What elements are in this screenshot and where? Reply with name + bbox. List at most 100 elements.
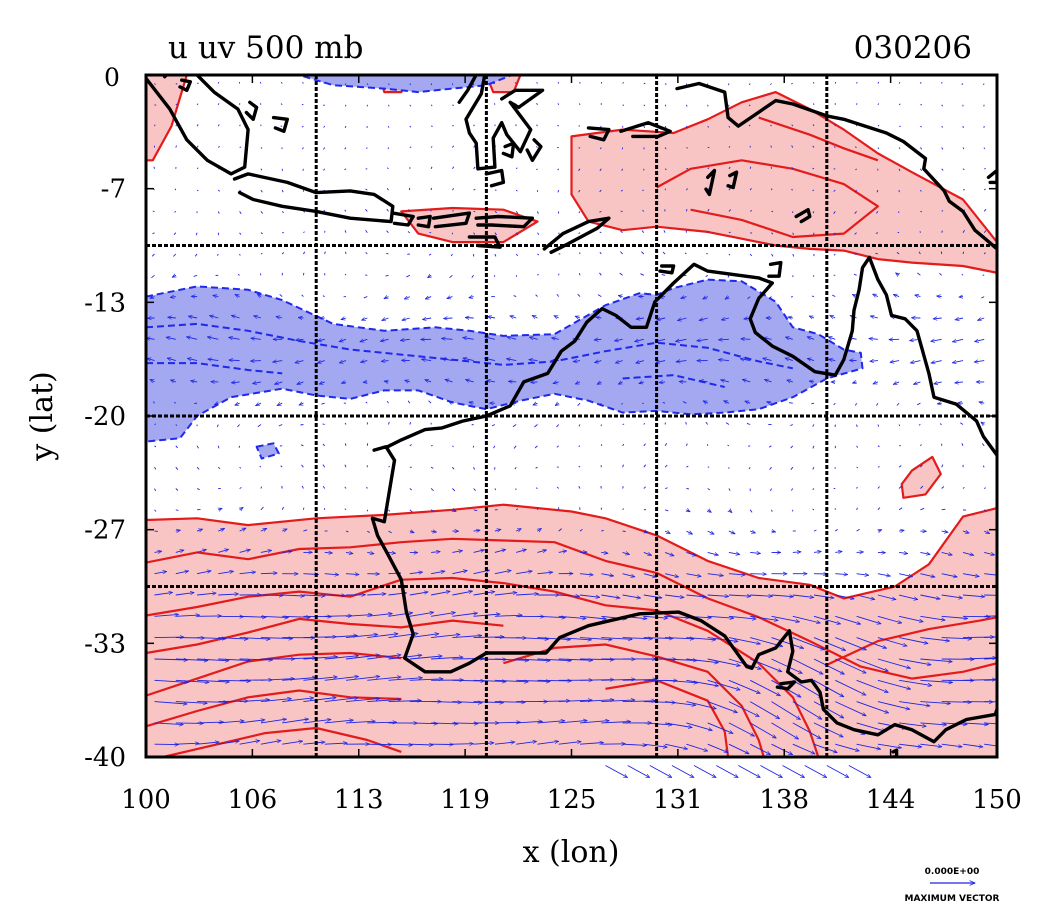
x-tick-label: 113 — [334, 785, 384, 815]
wind-vector — [409, 83, 411, 86]
wind-vector — [724, 400, 730, 404]
coastline — [391, 211, 415, 227]
wind-vector — [344, 168, 347, 171]
wind-vector — [643, 443, 646, 447]
wind-vector — [790, 488, 794, 491]
wind-vector — [703, 297, 708, 300]
wind-vector — [856, 637, 887, 649]
wind-vector — [749, 166, 752, 169]
wind-vector — [217, 103, 220, 105]
wind-vector — [152, 232, 155, 235]
positive-contour — [162, 726, 402, 757]
axis-ticks — [145, 75, 998, 758]
wind-vector — [409, 444, 412, 447]
wind-vector — [699, 318, 708, 320]
x-tick-label: 131 — [653, 785, 703, 815]
wind-vector — [869, 339, 878, 340]
wind-vector — [300, 444, 304, 447]
wind-vector — [643, 552, 652, 555]
wind-vector — [707, 551, 719, 555]
wind-vector — [231, 382, 240, 383]
wind-vector — [388, 509, 391, 512]
wind-vector — [920, 485, 924, 489]
wind-vector — [558, 551, 567, 553]
wind-vector — [280, 81, 283, 84]
wind-vector — [707, 208, 710, 212]
wind-vector — [663, 230, 666, 233]
wind-vector — [599, 231, 602, 234]
wind-vector — [791, 167, 794, 170]
wind-vector — [151, 253, 155, 257]
wind-vector — [193, 274, 198, 277]
wind-vector — [301, 294, 304, 297]
wind-vector — [770, 83, 772, 86]
wind-vector — [239, 700, 270, 703]
wind-vector — [491, 424, 496, 427]
wind-vector — [877, 445, 880, 448]
wind-vector — [197, 702, 227, 703]
wind-vector — [597, 294, 602, 297]
wind-vector — [384, 381, 389, 382]
wind-vector — [984, 722, 997, 725]
wind-vector — [601, 638, 632, 640]
wind-vector — [197, 659, 229, 661]
wind-vector — [154, 592, 173, 596]
wind-vector — [813, 722, 843, 738]
wind-vector — [259, 445, 262, 448]
wind-vector — [833, 211, 836, 214]
wind-vector — [961, 273, 964, 276]
wind-vector — [431, 657, 463, 660]
wind-vector — [196, 550, 206, 553]
wind-vector — [807, 337, 815, 340]
coastline — [704, 168, 717, 197]
wind-vector — [578, 189, 581, 193]
wind-vector — [260, 252, 263, 255]
wind-vector — [920, 573, 935, 577]
wind-vector — [910, 361, 921, 363]
wind-vector — [365, 401, 368, 404]
wind-vector — [833, 189, 836, 192]
wind-vector — [899, 615, 923, 621]
wind-vector — [407, 400, 411, 404]
wind-vector — [640, 273, 644, 276]
wind-vector — [278, 424, 283, 427]
wind-vector — [466, 380, 474, 382]
wind-vector — [191, 381, 198, 382]
wind-vector — [686, 147, 688, 149]
wind-vector — [345, 574, 359, 575]
wind-vector — [538, 528, 542, 531]
wind-vector — [485, 337, 496, 339]
wind-vector — [452, 210, 454, 212]
wind-vector — [627, 765, 650, 778]
x-tick-label: 138 — [759, 785, 809, 815]
wind-vector — [955, 318, 964, 320]
wind-vector — [473, 702, 504, 703]
wind-vector — [196, 189, 199, 192]
wind-vector — [260, 527, 267, 531]
wind-vector — [785, 337, 793, 339]
wind-vector — [686, 722, 712, 731]
wind-vector — [748, 124, 751, 127]
x-tick-label: 150 — [972, 785, 1022, 815]
wind-vector — [386, 188, 389, 191]
wind-vector — [322, 464, 326, 468]
wind-vector — [531, 382, 538, 383]
wind-vector — [430, 104, 433, 107]
wind-vector — [218, 571, 233, 575]
wind-vector — [507, 337, 517, 340]
wind-vector — [920, 679, 952, 682]
wind-vector — [386, 400, 389, 404]
wind-vector — [641, 251, 645, 255]
wind-vector — [856, 722, 886, 731]
wind-vector — [728, 209, 732, 212]
wind-vector — [728, 488, 731, 491]
wind-vector — [920, 507, 925, 511]
wind-vector — [665, 679, 698, 683]
wind-vector — [601, 700, 635, 702]
wind-vector — [154, 571, 167, 573]
wind-vector — [537, 721, 565, 724]
wind-vector — [600, 147, 602, 150]
wind-vector — [367, 634, 398, 639]
wind-vector — [809, 316, 815, 318]
wind-vector — [175, 550, 184, 552]
